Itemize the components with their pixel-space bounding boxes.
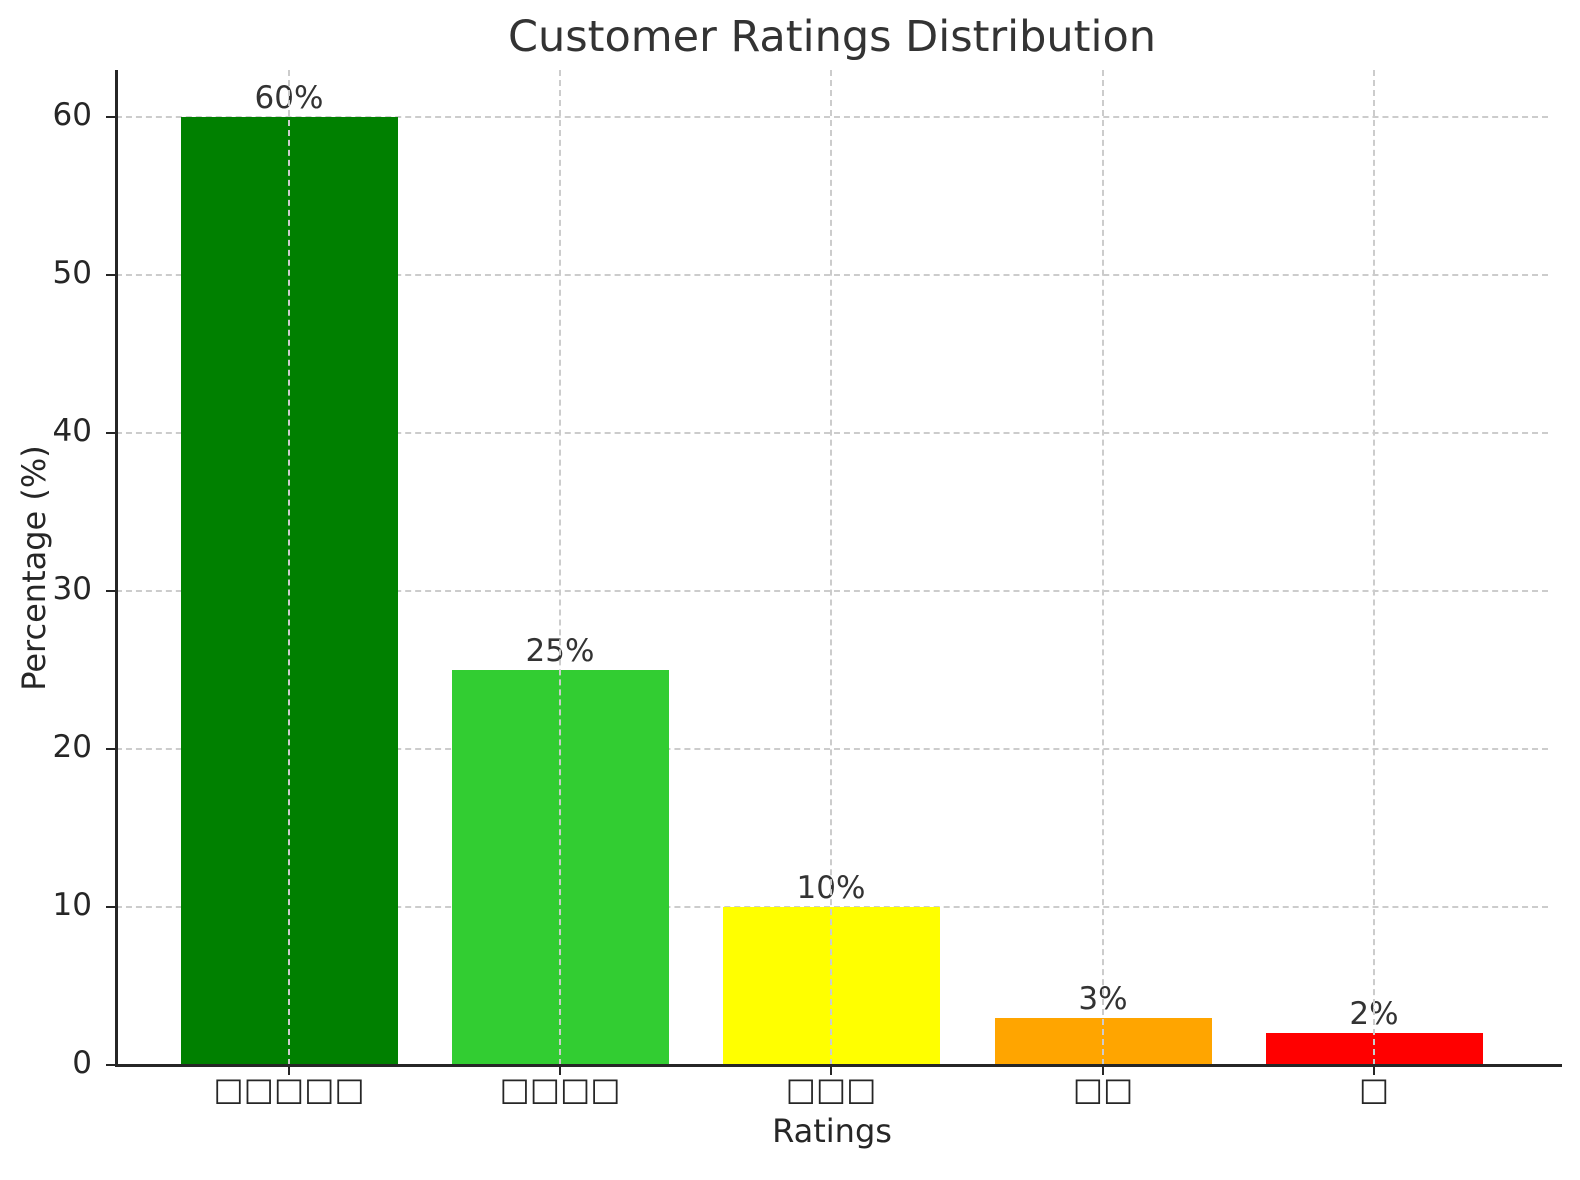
h-gridline — [116, 116, 1548, 118]
y-tick-label: 0 — [72, 1045, 92, 1081]
y-tick — [106, 906, 116, 908]
y-tick — [106, 1064, 116, 1066]
h-gridline — [116, 748, 1548, 750]
x-tick — [288, 1065, 290, 1075]
v-gridline — [559, 70, 561, 1065]
h-gridline — [116, 274, 1548, 276]
v-gridline — [288, 70, 290, 1065]
y-axis-spine — [115, 70, 118, 1067]
x-tick — [1102, 1065, 1104, 1075]
y-tick — [106, 116, 116, 118]
x-tick-label: □□□□ — [499, 1070, 621, 1108]
y-tick-label: 60 — [52, 97, 92, 133]
y-tick — [106, 432, 116, 434]
chart-title: Customer Ratings Distribution — [507, 12, 1157, 62]
x-axis-spine — [115, 1064, 1562, 1067]
y-tick-label: 10 — [52, 887, 92, 923]
y-axis-label: Percentage (%) — [15, 445, 53, 691]
x-tick-label: □□□ — [785, 1070, 877, 1108]
x-tick — [559, 1065, 561, 1075]
v-gridline — [1102, 70, 1104, 1065]
y-tick — [106, 748, 116, 750]
y-tick-label: 40 — [52, 413, 92, 449]
v-gridline — [1373, 70, 1375, 1065]
y-tick-label: 20 — [52, 729, 92, 765]
y-tick-label: 30 — [52, 571, 92, 607]
y-tick — [106, 590, 116, 592]
h-gridline — [116, 432, 1548, 434]
y-tick-label: 50 — [52, 255, 92, 291]
x-tick-label: □□□□□ — [213, 1070, 365, 1108]
x-tick — [1373, 1065, 1375, 1075]
x-tick-label: □□ — [1072, 1070, 1134, 1108]
x-tick — [830, 1065, 832, 1075]
x-tick-label: □ — [1358, 1070, 1390, 1108]
y-tick — [106, 274, 116, 276]
x-axis-label: Ratings — [772, 1112, 892, 1150]
v-gridline — [830, 70, 832, 1065]
h-gridline — [116, 590, 1548, 592]
plot-area: 0 10 20 30 40 50 60 60% 25% 10% 3% 2% — [53, 70, 1562, 1081]
